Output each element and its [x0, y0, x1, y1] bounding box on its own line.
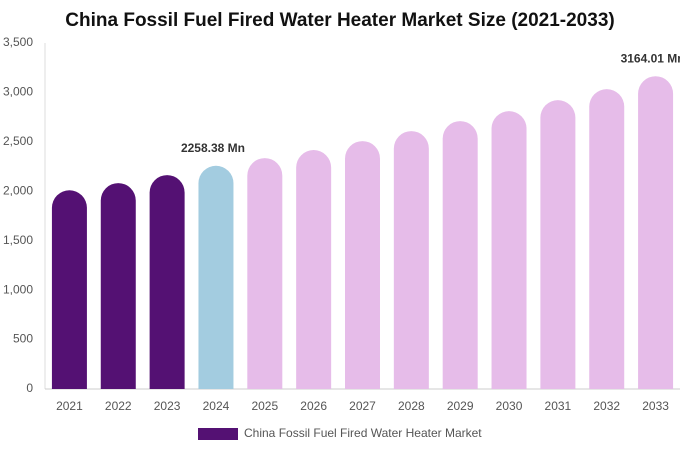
bar: [345, 141, 380, 389]
bar: [100, 183, 136, 389]
x-tick-label: 2021: [56, 399, 83, 413]
bar: [491, 111, 527, 390]
bar: [247, 158, 283, 389]
x-tick-label: 2024: [203, 399, 230, 413]
x-tick-label: 2026: [300, 399, 327, 413]
x-tick-label: 2033: [642, 399, 669, 413]
x-tick-label: 2025: [251, 399, 278, 413]
legend-swatch: [198, 428, 238, 440]
x-tick-label: 2030: [496, 399, 523, 413]
bar: [296, 150, 332, 389]
x-tick-label: 2031: [545, 399, 572, 413]
y-tick-label: 3,000: [3, 85, 33, 99]
legend-label: China Fossil Fuel Fired Water Heater Mar…: [244, 426, 482, 440]
y-tick-label: 2,500: [3, 134, 33, 148]
bar: [442, 121, 478, 389]
bar: [149, 175, 185, 389]
x-tick-label: 2023: [154, 399, 181, 413]
bar: [638, 76, 674, 389]
x-tick-label: 2032: [593, 399, 620, 413]
bar: [198, 165, 234, 389]
y-tick-label: 1,000: [3, 282, 33, 296]
value-label: 3164.01 Mn: [621, 51, 680, 65]
value-label: 2258.38 Mn: [181, 141, 245, 155]
y-tick-label: 1,500: [3, 233, 33, 247]
x-tick-label: 2029: [447, 399, 474, 413]
bar: [51, 190, 87, 389]
x-tick-label: 2027: [349, 399, 376, 413]
bar: [393, 131, 429, 389]
bar: [540, 100, 576, 389]
x-tick-label: 2022: [105, 399, 132, 413]
y-tick-label: 500: [13, 332, 33, 346]
y-tick-label: 3,500: [3, 35, 33, 49]
x-tick-label: 2028: [398, 399, 425, 413]
chart-title: China Fossil Fuel Fired Water Heater Mar…: [65, 10, 614, 31]
y-tick-label: 2,000: [3, 183, 33, 197]
y-tick-label: 0: [26, 381, 33, 395]
bar: [589, 89, 625, 389]
